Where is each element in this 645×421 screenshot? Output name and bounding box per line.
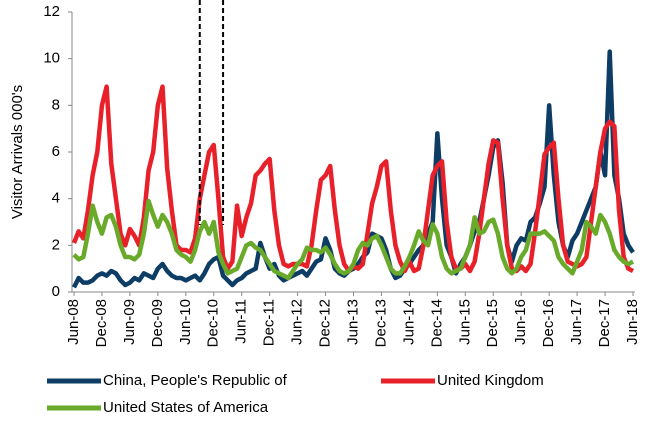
x-tick-label: Dec-11 <box>261 299 278 346</box>
x-tick-label: Jun-08 <box>65 299 82 345</box>
x-tick-label: Jun-09 <box>121 299 138 345</box>
x-tick-label: Jun-18 <box>624 299 641 345</box>
x-tick-label: Dec-10 <box>205 299 222 347</box>
x-tick-label: Jun-10 <box>177 299 194 345</box>
x-tick-label: Dec-09 <box>149 299 166 347</box>
y-axis-label: Visitor Arrivals 000's <box>9 85 26 219</box>
y-tick-label: 6 <box>52 143 60 160</box>
x-tick-label: Jun-11 <box>233 299 250 344</box>
legend-label: United States of America <box>103 399 269 416</box>
x-tick-label: Dec-16 <box>540 299 557 347</box>
series-line <box>71 49 635 289</box>
x-tick-label: Dec-17 <box>596 299 613 347</box>
x-tick-label: Jun-17 <box>568 299 585 345</box>
y-tick-label: 0 <box>52 283 60 300</box>
legend-label: United Kingdom <box>437 372 544 389</box>
y-tick-label: 10 <box>43 50 60 67</box>
x-tick-label: Jun-15 <box>456 299 473 345</box>
y-tick-label: 8 <box>52 96 60 113</box>
x-tick-label: Jun-12 <box>289 299 306 345</box>
x-tick-label: Dec-12 <box>317 299 334 347</box>
y-tick-label: 4 <box>52 190 60 207</box>
x-tick-label: Dec-08 <box>93 299 110 347</box>
x-tick-label: Dec-14 <box>428 299 445 347</box>
x-tick-label: Jun-13 <box>344 299 361 345</box>
y-tick-label: 12 <box>43 3 60 20</box>
x-tick-label: Dec-15 <box>484 299 501 347</box>
x-tick-label: Jun-16 <box>512 299 529 345</box>
legend-label: China, People's Republic of <box>103 372 288 389</box>
x-tick-label: Dec-13 <box>372 299 389 347</box>
series-line <box>72 198 635 281</box>
x-tick-label: Jun-14 <box>400 299 417 345</box>
y-tick-label: 2 <box>52 236 60 253</box>
